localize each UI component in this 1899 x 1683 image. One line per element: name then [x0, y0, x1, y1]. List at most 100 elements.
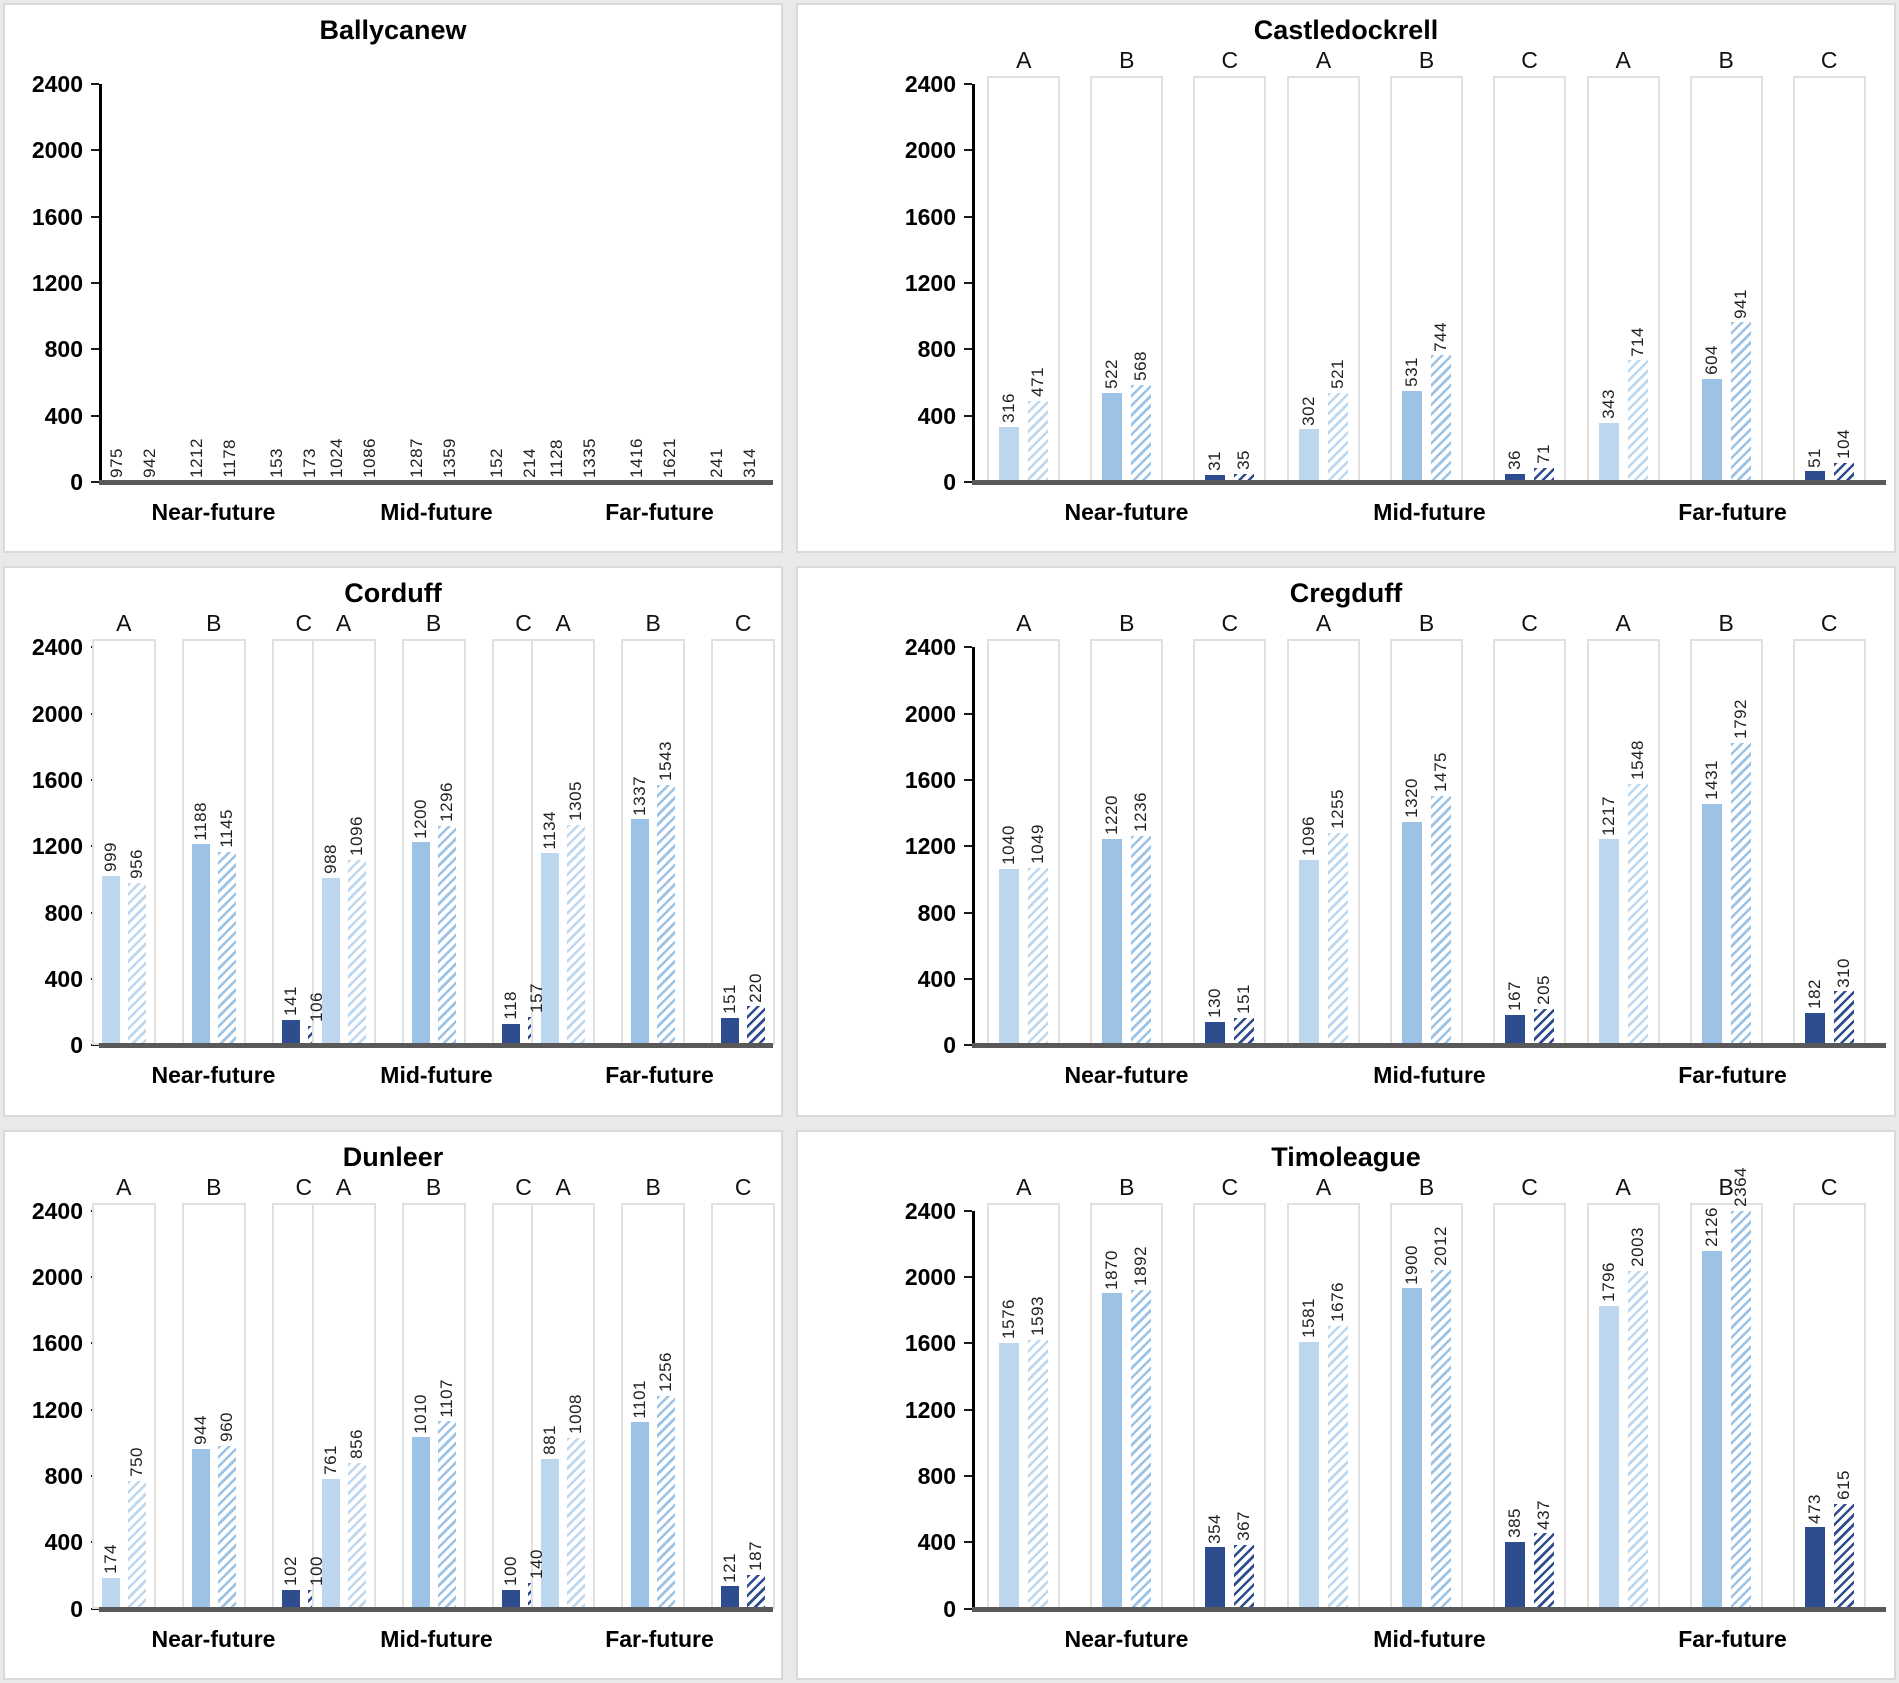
bar-hatched: 1892: [1131, 1246, 1152, 1607]
y-tick-label: 1200: [31, 1396, 83, 1423]
bar-solid: 531: [1402, 357, 1422, 480]
chart-title: Cregduff: [1289, 578, 1403, 609]
bar-solid: 1188: [191, 802, 210, 1044]
bar-group-mid-future: A 1096 1255 B 1320 1475 C 167 205: [1277, 610, 1577, 1046]
pair-label: C: [1521, 610, 1538, 637]
y-tick-mark: [964, 1475, 972, 1477]
pair-label: A: [555, 610, 571, 637]
bar-group-near-future: A 1576 1593 B 1870 1892 C 354 367: [977, 1174, 1277, 1609]
pair-label: B: [1418, 610, 1435, 637]
y-tick-label: 400: [917, 402, 956, 429]
bar-solid: 1217: [1598, 796, 1619, 1044]
pair-box-a: A 302 521: [1287, 47, 1360, 482]
plot: A 316 471 B 522 568 C 31 35 A 302 521 B 531 744 C 36 71 A 3…: [972, 47, 1886, 485]
pair-label: C: [515, 610, 532, 637]
bar-solid: 174: [101, 1544, 120, 1607]
x-category-label: Mid-future: [1373, 499, 1486, 525]
bar-value-label: 354: [1205, 1513, 1225, 1544]
bar-solid: 121: [720, 1553, 740, 1607]
y-tick-label: 800: [44, 1463, 83, 1489]
bar-value-label: 1049: [1028, 823, 1048, 864]
pair-label: A: [1615, 610, 1631, 637]
bar-hatched: 714: [1627, 327, 1648, 480]
bar-solid: 141: [281, 986, 300, 1044]
bar-value-label: 106: [306, 991, 326, 1022]
bar-value-label: 1255: [1328, 789, 1347, 830]
bar-value-label: 31: [1205, 450, 1225, 471]
bar-hatched: 71: [1534, 444, 1554, 480]
pair-label: B: [1718, 47, 1734, 73]
y-tick-label: 2000: [904, 137, 956, 164]
bar-value-label: 975: [107, 448, 127, 478]
pair-label: A: [555, 1173, 571, 1200]
y-tick-label: 0: [70, 1032, 83, 1059]
x-category-label: Near-future: [151, 1625, 276, 1652]
y-tick-label: 1200: [904, 833, 956, 860]
bar-value-label: 2126: [1701, 1206, 1721, 1247]
bar-hatched: 1543: [656, 741, 676, 1044]
y-tick-label: 400: [44, 966, 83, 992]
bar-value-label: 1359: [440, 438, 459, 478]
bar-solid: 999: [101, 842, 120, 1044]
bar-hatched: 1676: [1328, 1282, 1348, 1607]
bar-solid: 881: [540, 1425, 560, 1607]
bar-value-label: 367: [1234, 1511, 1254, 1542]
x-category-label: Far-future: [605, 499, 714, 525]
pair-box-c: C 51 104: [1792, 47, 1866, 482]
pair-box-a: A 1581 1676: [1287, 1174, 1360, 1609]
y-tick-label: 2400: [31, 1197, 83, 1224]
bar-value-label: 1128: [546, 439, 566, 478]
bar-value-label: 151: [1234, 984, 1254, 1015]
bar-hatched: 941: [1730, 289, 1751, 480]
y-tick-mark: [964, 414, 972, 417]
bar-hatched: 1145: [217, 809, 236, 1044]
y-tick-label: 800: [917, 899, 956, 926]
y-tick-mark: [964, 1607, 972, 1610]
pair-label: B: [1119, 47, 1135, 73]
y-tick-mark: [91, 1607, 99, 1610]
bar-value-label: 1101: [630, 1379, 650, 1419]
bar-value-label: 615: [1833, 1469, 1853, 1500]
x-axis-labels: Near-future Mid-future Far-future: [102, 1062, 771, 1089]
y-tick-label: 1600: [904, 767, 956, 793]
bar-hatched: 310: [1833, 958, 1854, 1044]
pair-label: B: [425, 610, 442, 637]
bar-value-label: 761: [320, 1445, 340, 1476]
bar-hatched: 2003: [1627, 1227, 1648, 1607]
bar-value-label: 1621: [659, 438, 679, 478]
y-axis: 0 400 800 1200 1600 2000 2400: [15, 635, 102, 1057]
bar-value-label: 167: [1505, 981, 1524, 1012]
chart-panel-castledockrell: Castledockrell 0 400 800 1200 1600 2000 2400 A 31…: [796, 3, 1896, 554]
bar-solid: 182: [1804, 979, 1825, 1044]
y-axis: 0 400 800 1200 1600 2000 2400: [808, 72, 975, 494]
bar-hatched: 1593: [1028, 1296, 1049, 1607]
y-tick-mark: [964, 1276, 972, 1278]
plot-area: 0 400 800 1200 1600 2000 2400 975 942 1212 1178 153…: [15, 72, 773, 526]
x-axis-labels: Near-future Mid-future Far-future: [102, 1626, 771, 1653]
bar-value-label: 1220: [1102, 795, 1122, 835]
y-tick-label: 0: [943, 469, 956, 495]
pair-label: C: [515, 1173, 532, 1200]
bar-value-label: 118: [500, 990, 520, 1020]
bar-value-label: 35: [1234, 450, 1254, 471]
bar-group-mid-future: A 988 1096 B 1200 1296 C 118 157: [311, 610, 556, 1046]
bar-solid: 1220: [1102, 795, 1123, 1044]
pair-label: C: [1820, 610, 1838, 637]
y-tick-mark: [964, 845, 972, 848]
bar-solid: 167: [1505, 981, 1525, 1044]
pair-box-a: A 1134 1305: [531, 610, 596, 1046]
pair-label: B: [1119, 1173, 1135, 1200]
bar-value-label: 220: [746, 972, 766, 1003]
bar-value-label: 1320: [1402, 778, 1421, 819]
bar-group-near-future: A 316 471 B 522 568 C 31 35: [977, 47, 1277, 482]
bar-hatched: 1049: [1028, 824, 1049, 1044]
bar-value-label: 1548: [1627, 740, 1647, 781]
bar-solid: 316: [999, 393, 1020, 480]
bar-value-label: 856: [346, 1429, 366, 1460]
bar-hatched: 205: [1534, 975, 1554, 1044]
bar-value-label: 1212: [187, 438, 207, 478]
x-axis-labels: Near-future Mid-future Far-future: [975, 1626, 1884, 1653]
pair-box-a: A 999 956: [91, 610, 156, 1046]
y-tick-mark: [91, 215, 99, 218]
plot: 975 942 1212 1178 153 173 1024 1086 1287 1359 152 2…: [99, 84, 773, 485]
